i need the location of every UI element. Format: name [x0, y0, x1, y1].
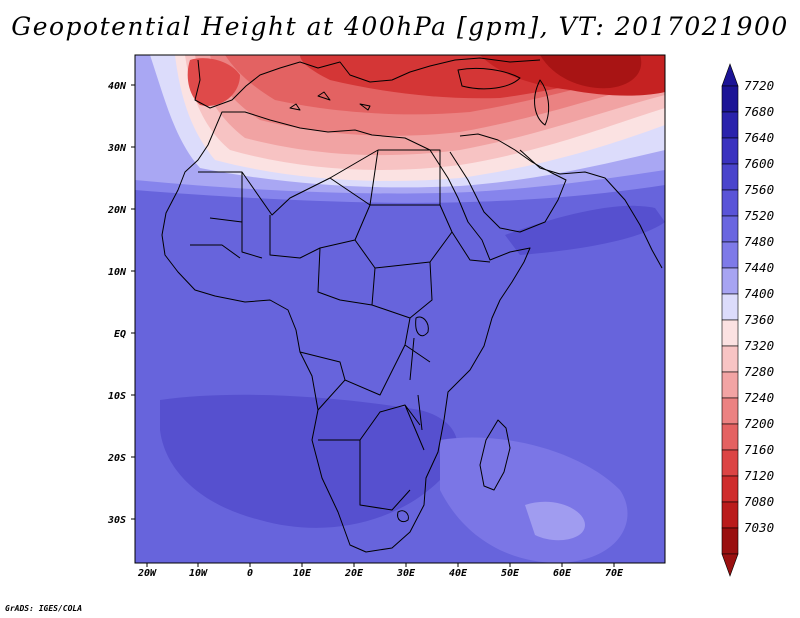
- map-title: Geopotential Height at 400hPa [gpm], VT:…: [11, 12, 789, 41]
- x-tick-label: 10E: [293, 568, 312, 579]
- colorbar-label: 7320: [744, 338, 774, 353]
- colorbar-swatch: [721, 475, 739, 503]
- colorbar-swatch: [721, 527, 739, 555]
- madagascar-coastline: [479, 419, 511, 491]
- colorbar-label: 7680: [744, 104, 774, 119]
- lesotho-border: [397, 510, 409, 523]
- x-tick-label: 50E: [501, 568, 520, 579]
- colorbar-swatch: [721, 163, 739, 191]
- x-tick-label: 30E: [396, 568, 416, 579]
- colorbar-label: 7720: [744, 78, 774, 93]
- colorbar-swatch: [721, 267, 739, 295]
- y-tick-label: 10S: [108, 391, 126, 402]
- plot-frame: [134, 54, 666, 564]
- colorbar-label: 7520: [744, 208, 774, 223]
- mediterranean-islands: [289, 91, 371, 111]
- x-tick-label: 10W: [189, 568, 208, 579]
- y-tick-label: 30N: [107, 143, 127, 154]
- colorbar-swatch: [721, 371, 739, 399]
- y-tick-label: EQ: [114, 329, 126, 340]
- colorbar: 7720 7680 7640 7600 7560 7520 7480 7440 7400 7360…: [721, 63, 774, 577]
- x-tick-label: 40E: [449, 568, 468, 579]
- colorbar-bottom-arrow: [721, 553, 739, 577]
- colorbar-label: 7560: [744, 182, 774, 197]
- colorbar-label: 7480: [744, 234, 774, 249]
- colorbar-label: 7160: [744, 442, 774, 457]
- colorbar-swatch: [721, 111, 739, 139]
- height-field: [135, 55, 665, 563]
- coastlines: [161, 57, 663, 553]
- colorbar-swatch: [721, 423, 739, 451]
- colorbar-label: 7600: [744, 156, 774, 171]
- africa-coastline: [161, 111, 531, 553]
- x-tick-label: 60E: [553, 568, 572, 579]
- asia-coastline: [519, 149, 663, 269]
- colorbar-label: 7030: [744, 520, 774, 535]
- colorbar-label: 7120: [744, 468, 774, 483]
- colorbar-swatch: [721, 85, 739, 113]
- caspian-sea: [534, 79, 550, 126]
- colorbar-swatch: [721, 293, 739, 321]
- colorbar-swatch: [721, 449, 739, 477]
- x-axis-labels: 20W 10W 0 10E 20E 30E 40E 50E 60E 70E: [137, 568, 624, 579]
- y-tick-label: 30S: [107, 515, 126, 526]
- colorbar-label: 7640: [744, 130, 774, 145]
- x-tick-label: 20E: [344, 568, 364, 579]
- colorbar-label: 7360: [744, 312, 774, 327]
- colorbar-swatch: [721, 397, 739, 425]
- black-sea: [457, 67, 521, 90]
- y-tick-label: 40N: [108, 81, 127, 92]
- colorbar-label: 7200: [744, 416, 774, 431]
- colorbar-swatch: [721, 137, 739, 165]
- colorbar-label: 7080: [744, 494, 774, 509]
- axis-ticks: [131, 84, 615, 567]
- colorbar-label: 7240: [744, 390, 774, 405]
- colorbar-swatch: [721, 319, 739, 347]
- colorbar-swatch: [721, 345, 739, 373]
- colorbar-label: 7280: [744, 364, 774, 379]
- colorbar-swatch: [721, 215, 739, 243]
- y-axis-labels: 40N 30N 20N 10N EQ 10S 20S 30S: [107, 81, 127, 526]
- colorbar-swatch: [721, 501, 739, 529]
- colorbar-swatch: [721, 241, 739, 269]
- colorbar-label: 7440: [744, 260, 774, 275]
- x-tick-label: 0: [247, 568, 253, 579]
- grads-credit: GrADS: IGES/COLA: [5, 604, 83, 613]
- europe-coastline: [194, 57, 541, 109]
- lake-victoria: [415, 316, 429, 337]
- y-tick-label: 20S: [107, 453, 126, 464]
- colorbar-label: 7400: [744, 286, 774, 301]
- colorbar-top-arrow: [721, 63, 739, 87]
- arabia-coastline: [449, 133, 567, 233]
- y-tick-label: 10N: [108, 267, 127, 278]
- colorbar-swatch: [721, 189, 739, 217]
- x-tick-label: 70E: [605, 568, 624, 579]
- country-borders: [190, 149, 491, 511]
- rift-lakes: [409, 337, 423, 431]
- y-tick-label: 20N: [107, 205, 127, 216]
- x-tick-label: 20W: [137, 568, 157, 579]
